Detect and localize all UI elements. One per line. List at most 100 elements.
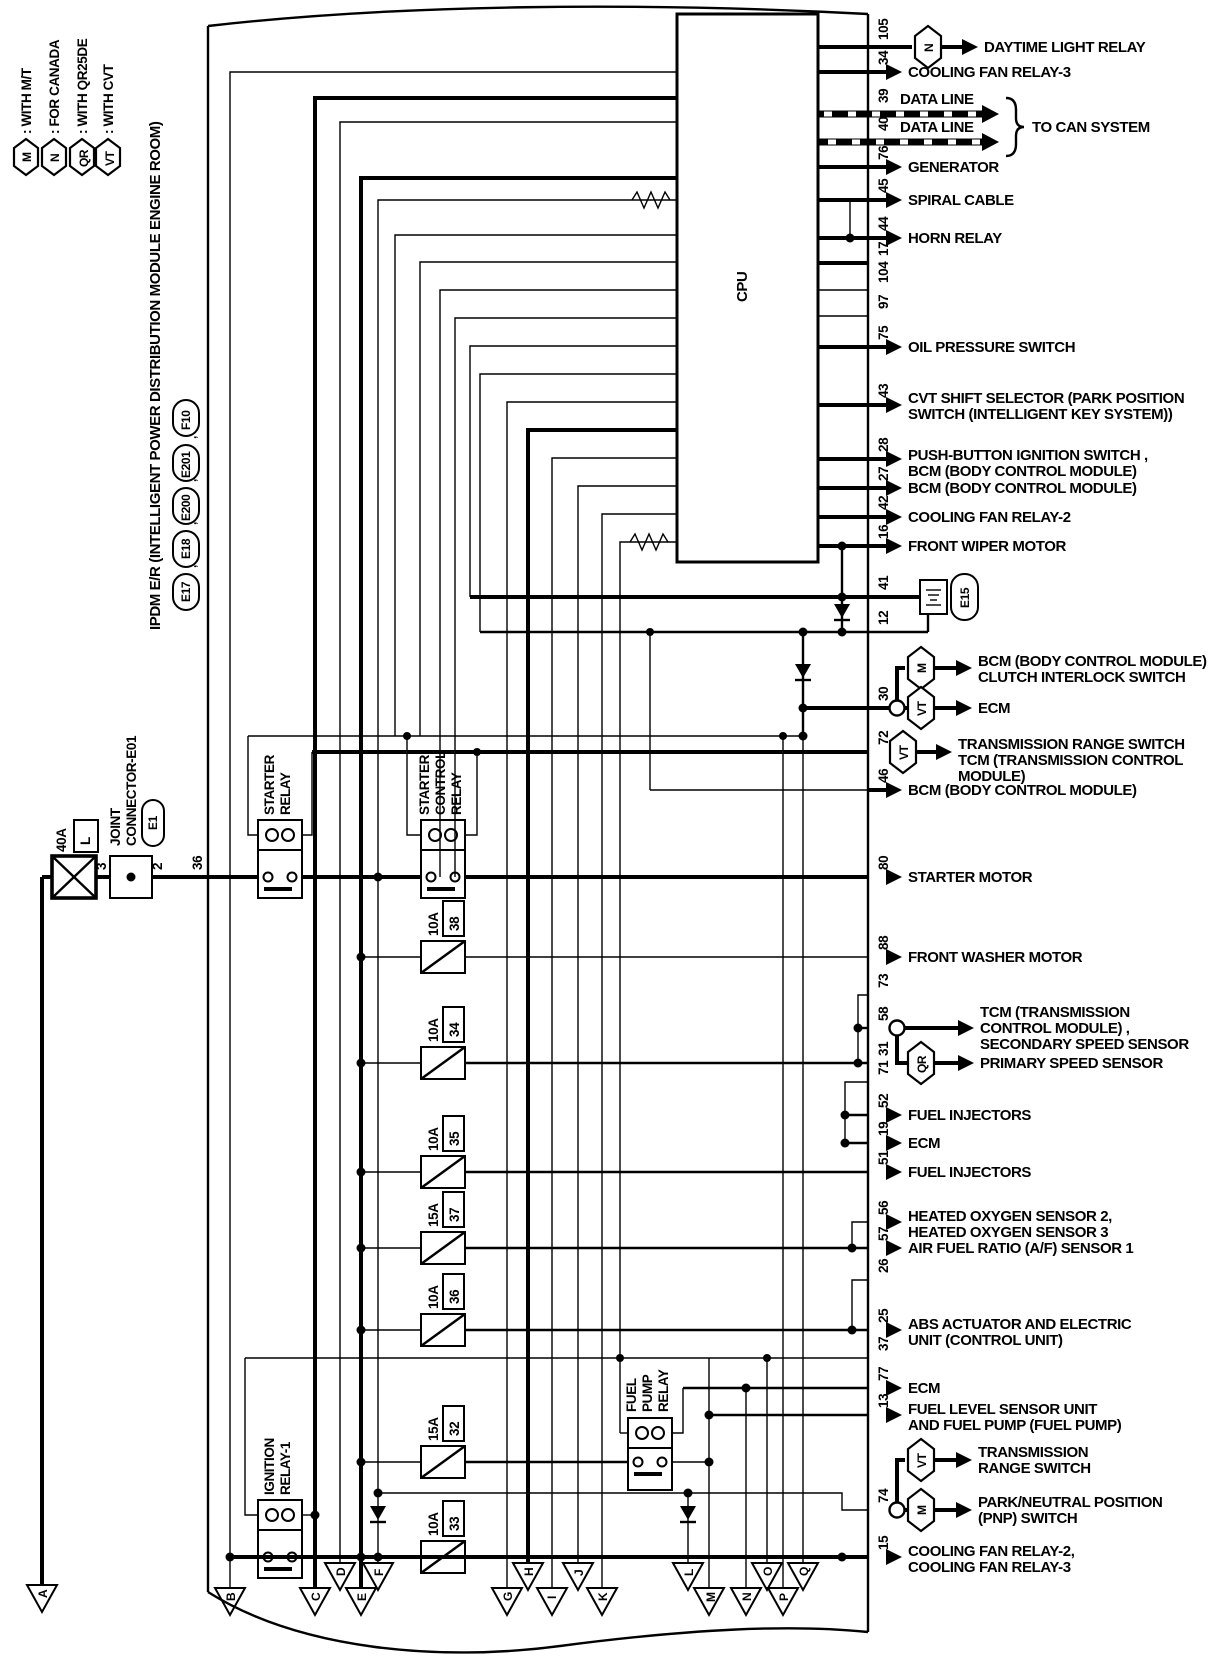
fusible-link-amp: 40A (54, 828, 69, 852)
pin-label: RANGE SWITCH (978, 1460, 1091, 1477)
pin-number: 28 (876, 437, 891, 452)
pin-30-branch: 30 M BCM (BODY CONTROL MODULE) CLUTCH IN… (803, 645, 1207, 731)
triangle-h: H (511, 1562, 545, 1593)
triangle-letter: O (761, 1567, 775, 1576)
triangle-letter: A (36, 1589, 50, 1598)
pin-label: ECM (978, 700, 1010, 717)
pin-number: 19 (876, 1122, 891, 1136)
triangle-c: C (298, 1587, 332, 1618)
pin-number: 45 (876, 178, 891, 193)
vt-flag-icon: VT (897, 744, 911, 760)
triangle-m: M (692, 1587, 726, 1618)
pin-label: HORN RELAY (908, 230, 1002, 247)
fuse-id: 36 (447, 1289, 462, 1304)
pin-label: TCM (TRANSMISSION CONTROL (958, 752, 1183, 769)
fuse-amp: 15A (426, 1203, 441, 1227)
fuse-38: 10A 38 (356, 900, 868, 974)
triangle-letter: C (309, 1592, 323, 1601)
triangle-f: F (361, 1562, 395, 1593)
pin-label: AIR FUEL RATIO (A/F) SENSOR 1 (908, 1240, 1133, 1257)
legend-sym-n: N (48, 154, 62, 162)
vt-flag-icon: VT (915, 1452, 929, 1468)
pin-label: HEATED OXYGEN SENSOR 3 (908, 1224, 1108, 1241)
fuse-id: 35 (447, 1131, 462, 1146)
triangle-letter: M (704, 1592, 718, 1602)
pin-36: 36 (190, 855, 205, 870)
ground-icon (926, 589, 941, 606)
pin-label: COOLING FAN RELAY-2, (908, 1543, 1075, 1560)
pin-number: 77 (876, 1367, 891, 1381)
pin-45-spiral-cable: 45 SPIRAL CABLE (818, 178, 1015, 209)
pin-52-fuel-injectors: 71 52 FUEL INJECTORS (876, 1060, 1032, 1124)
triangle-letter: K (596, 1592, 610, 1601)
pin-label: PUSH-BUTTON IGNITION SWITCH , (908, 447, 1148, 464)
pin-15-cooling-fan-relays: 15 COOLING FAN RELAY-2, COOLING FAN RELA… (876, 1535, 1075, 1576)
pin-number: 52 (876, 1094, 891, 1108)
joint-label-2: CONNECTOR-E01 (124, 735, 139, 846)
fuse-36: 10A 36 (356, 1273, 868, 1347)
title-connector-list: E17 , E18 , E200 , E201 , F10 (172, 399, 200, 611)
triangle-e: E (344, 1587, 378, 1618)
pin-label: BCM (BODY CONTROL MODULE) (908, 463, 1137, 480)
starter-relay-label-2: RELAY (278, 772, 293, 815)
triangle-letter: J (572, 1570, 586, 1576)
pin-number: 43 (876, 383, 891, 398)
pin-label: BCM (BODY CONTROL MODULE) (908, 480, 1137, 497)
starter-control-relay-label-1: STARTER (417, 754, 432, 815)
triangle-letter: N (740, 1593, 754, 1601)
triangle-q: Q (786, 1562, 820, 1593)
legend-label-vt: : WITH CVT (101, 63, 116, 134)
bottom-connector-triangles: A B C D E F G H (25, 1562, 820, 1618)
pin-label: TRANSMISSION (978, 1444, 1088, 1461)
pin-number: 25 (876, 1308, 891, 1323)
triangle-letter: H (522, 1568, 536, 1576)
pin-28-push-button-ignition: 28 PUSH-BUTTON IGNITION SWITCH , BCM (BO… (818, 437, 1148, 480)
pin-label: (PNP) SWITCH (978, 1510, 1077, 1527)
data-line-label: DATA LINE (900, 119, 974, 136)
pin-44-horn-relay: 44 HORN RELAY (818, 216, 1003, 247)
starter-control-relay-label-2: CONTROL (433, 751, 448, 815)
pin-label: FRONT WASHER MOTOR (908, 949, 1083, 966)
fuse-id: 34 (447, 1022, 462, 1037)
connector-e17: E17 (179, 581, 193, 602)
triangle-letter: G (501, 1592, 515, 1601)
pin-number: 26 (876, 1258, 891, 1273)
ignition-relay-label-2: RELAY-1 (278, 1441, 293, 1495)
triangle-letter: P (777, 1593, 791, 1601)
page-title: IPDM E/R (INTELLIGENT POWER DISTRIBUTION… (147, 121, 164, 630)
ignition-relay-label-1: IGNITION (262, 1438, 277, 1495)
fuse-amp: 10A (426, 1285, 441, 1309)
starter-control-relay-label-3: RELAY (449, 772, 464, 815)
pin-label: UNIT (CONTROL UNIT) (908, 1332, 1063, 1349)
pin-label: AND FUEL PUMP (FUEL PUMP) (908, 1417, 1122, 1434)
pin-27-bcm: 27 BCM (BODY CONTROL MODULE) (818, 467, 1137, 497)
pin-label: FUEL LEVEL SENSOR UNIT (908, 1401, 1097, 1418)
pin-label: COOLING FAN RELAY-2 (908, 509, 1071, 526)
ground-connector-e15: E15 (958, 587, 972, 608)
pin-number: 57 (876, 1227, 891, 1241)
joint-pin-2: 2 (150, 863, 165, 870)
triangle-letter: L (682, 1569, 696, 1576)
pin-label: STARTER MOTOR (908, 869, 1033, 886)
fuel-pump-relay-label-1: FUEL (624, 1378, 639, 1412)
pin-88-front-washer-motor: 88 FRONT WASHER MOTOR (876, 935, 1083, 966)
pin-label: OIL PRESSURE SWITCH (908, 339, 1075, 356)
pin-number: 34 (876, 50, 891, 65)
pin-label: TRANSMISSION RANGE SWITCH (958, 736, 1185, 753)
triangle-letter: B (224, 1592, 238, 1601)
pin-label: ECM (908, 1380, 940, 1397)
cpu-label: CPU (734, 272, 751, 302)
edge-brackets (840, 199, 868, 1335)
pin-label: PARK/NEUTRAL POSITION (978, 1494, 1162, 1511)
connector-e200: E200 (179, 494, 193, 521)
pin-label: COOLING FAN RELAY-3 (908, 64, 1071, 81)
triangle-l: L (671, 1562, 705, 1593)
pin-label: PRIMARY SPEED SENSOR (980, 1055, 1163, 1072)
triangle-i: I (535, 1587, 569, 1618)
ipdm-module-outline (206, 5, 870, 1654)
pin-number: 75 (876, 325, 891, 340)
triangle-letter: F (372, 1569, 386, 1576)
pin-number: 73 (876, 973, 891, 988)
pin-number: 80 (876, 856, 891, 870)
